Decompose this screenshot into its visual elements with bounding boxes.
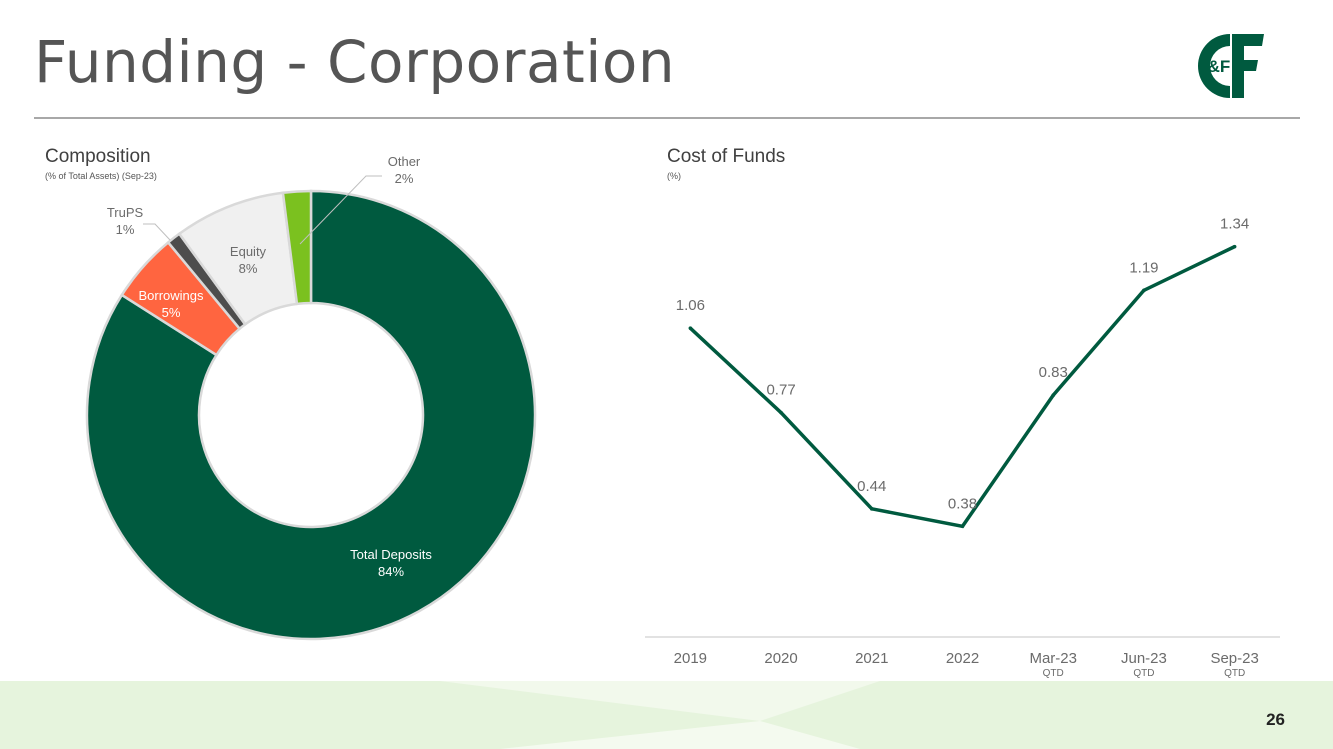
donut-label-total-deposits: Total Deposits: [350, 547, 432, 562]
data-point-2021: [869, 507, 874, 511]
data-label-2021: 0.44: [857, 478, 886, 495]
composition-title: Composition: [45, 146, 151, 167]
data-label-2022: 0.38: [948, 495, 977, 512]
title-divider: [34, 117, 1300, 119]
x-tick-sublabel-sep-23: QTD: [1224, 668, 1245, 679]
donut-value-other: 2%: [395, 171, 414, 186]
x-tick-sublabel-jun-23: QTD: [1133, 668, 1154, 679]
logo-f-shape: [1232, 34, 1264, 98]
donut-label-equity: Equity: [230, 244, 267, 259]
cost-of-funds-title: Cost of Funds: [667, 146, 786, 167]
x-tick-sublabel-mar-23: QTD: [1043, 668, 1064, 679]
x-tick-label-2019: 2019: [674, 650, 707, 667]
data-point-jun-23: [1142, 288, 1146, 293]
donut-leader-other: [299, 175, 382, 245]
donut-label-trups: TruPS: [107, 205, 144, 220]
data-label-mar-23: 0.83: [1039, 364, 1068, 381]
x-tick-label-mar-23: Mar-23: [1029, 650, 1077, 667]
company-logo: &F: [1198, 34, 1264, 98]
footer-band-shape: [500, 721, 860, 749]
footer-band-shape: [440, 681, 880, 721]
x-tick-label-2021: 2021: [855, 650, 888, 667]
data-label-sep-23: 1.34: [1220, 216, 1249, 233]
x-tick-label-sep-23: Sep-23: [1210, 650, 1258, 667]
data-point-2022: [960, 524, 965, 529]
donut-value-trups: 1%: [116, 222, 135, 237]
footer-band: [0, 681, 1333, 749]
data-point-mar-23: [1051, 393, 1056, 397]
data-point-2020: [779, 410, 783, 415]
donut-value-equity: 8%: [239, 261, 258, 276]
donut-value-total-deposits: 84%: [378, 564, 404, 579]
cost-of-funds-subtitle: (%): [667, 171, 681, 181]
composition-subtitle: (% of Total Assets) (Sep-23): [45, 171, 157, 181]
data-label-2020: 0.77: [766, 382, 795, 399]
donut-value-borrowings: 5%: [162, 305, 181, 320]
data-point-sep-23: [1232, 244, 1237, 249]
x-tick-label-jun-23: Jun-23: [1121, 650, 1167, 667]
data-label-2019: 1.06: [676, 297, 705, 314]
donut-label-other: Other: [388, 154, 421, 169]
donut-slice-other: [281, 189, 313, 306]
page-title: Funding - Corporation: [34, 28, 676, 96]
x-tick-label-2020: 2020: [764, 650, 797, 667]
data-label-jun-23: 1.19: [1129, 259, 1158, 276]
x-tick-label-2022: 2022: [946, 650, 979, 667]
donut-slice-total-deposits: [85, 189, 537, 641]
donut-label-borrowings: Borrowings: [138, 288, 204, 303]
page-number: 26: [1266, 710, 1285, 729]
logo-c-shape: [1198, 34, 1230, 98]
donut-leader-trups: [143, 223, 171, 241]
logo-text: &F: [1208, 57, 1231, 76]
data-point-2019: [688, 326, 693, 330]
